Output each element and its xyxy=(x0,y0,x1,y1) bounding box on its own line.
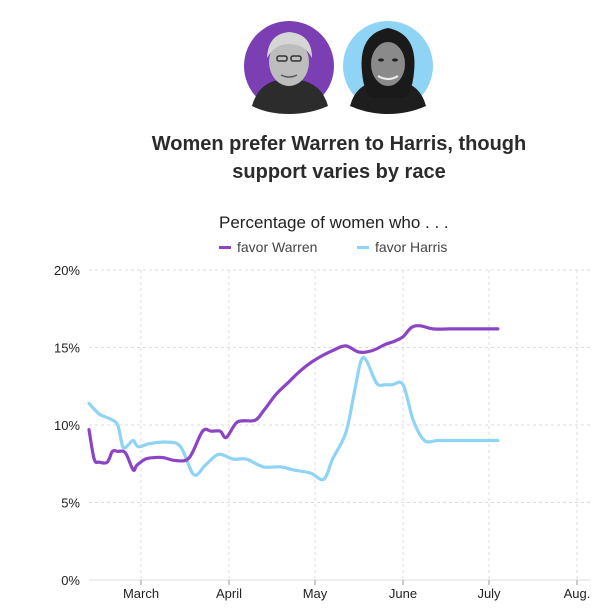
legend-label-harris: favor Harris xyxy=(375,239,448,255)
harris-portrait xyxy=(343,21,433,114)
chart-title-line-2: support varies by race xyxy=(232,161,446,183)
chart-title: Women prefer Warren to Harris, though su… xyxy=(0,130,610,186)
chart-series xyxy=(87,324,500,482)
x-axis: March April May June July Aug. xyxy=(123,580,590,601)
y-tick-label: 20% xyxy=(54,263,80,278)
x-tick-label: Aug. xyxy=(564,586,591,601)
legend-label-warren: favor Warren xyxy=(237,239,318,255)
legend-swatch-warren xyxy=(219,245,231,249)
legend-swatch-harris xyxy=(357,245,369,249)
x-tick-label: March xyxy=(123,586,159,601)
x-tick-label: May xyxy=(303,586,328,601)
y-tick-label: 0% xyxy=(61,573,80,588)
y-tick-label: 10% xyxy=(54,418,80,433)
legend-item-warren: favor Warren xyxy=(219,239,317,255)
chart-grid xyxy=(89,269,590,581)
series-line-harris xyxy=(87,355,500,482)
y-tick-label: 5% xyxy=(61,496,80,511)
x-tick-label: June xyxy=(389,586,417,601)
legend-item-harris: favor Harris xyxy=(357,239,447,255)
y-tick-label: 15% xyxy=(54,341,80,356)
series-line-warren xyxy=(87,324,500,472)
x-tick-label: July xyxy=(477,586,501,601)
portraits xyxy=(244,21,433,114)
y-axis: 0% 5% 10% 15% 20% xyxy=(54,263,80,588)
chart-title-line-1: Women prefer Warren to Harris, though xyxy=(151,133,527,155)
x-tick-label: April xyxy=(216,586,242,601)
warren-portrait xyxy=(244,21,334,114)
legend-intro: Percentage of women who . . . xyxy=(219,213,449,232)
